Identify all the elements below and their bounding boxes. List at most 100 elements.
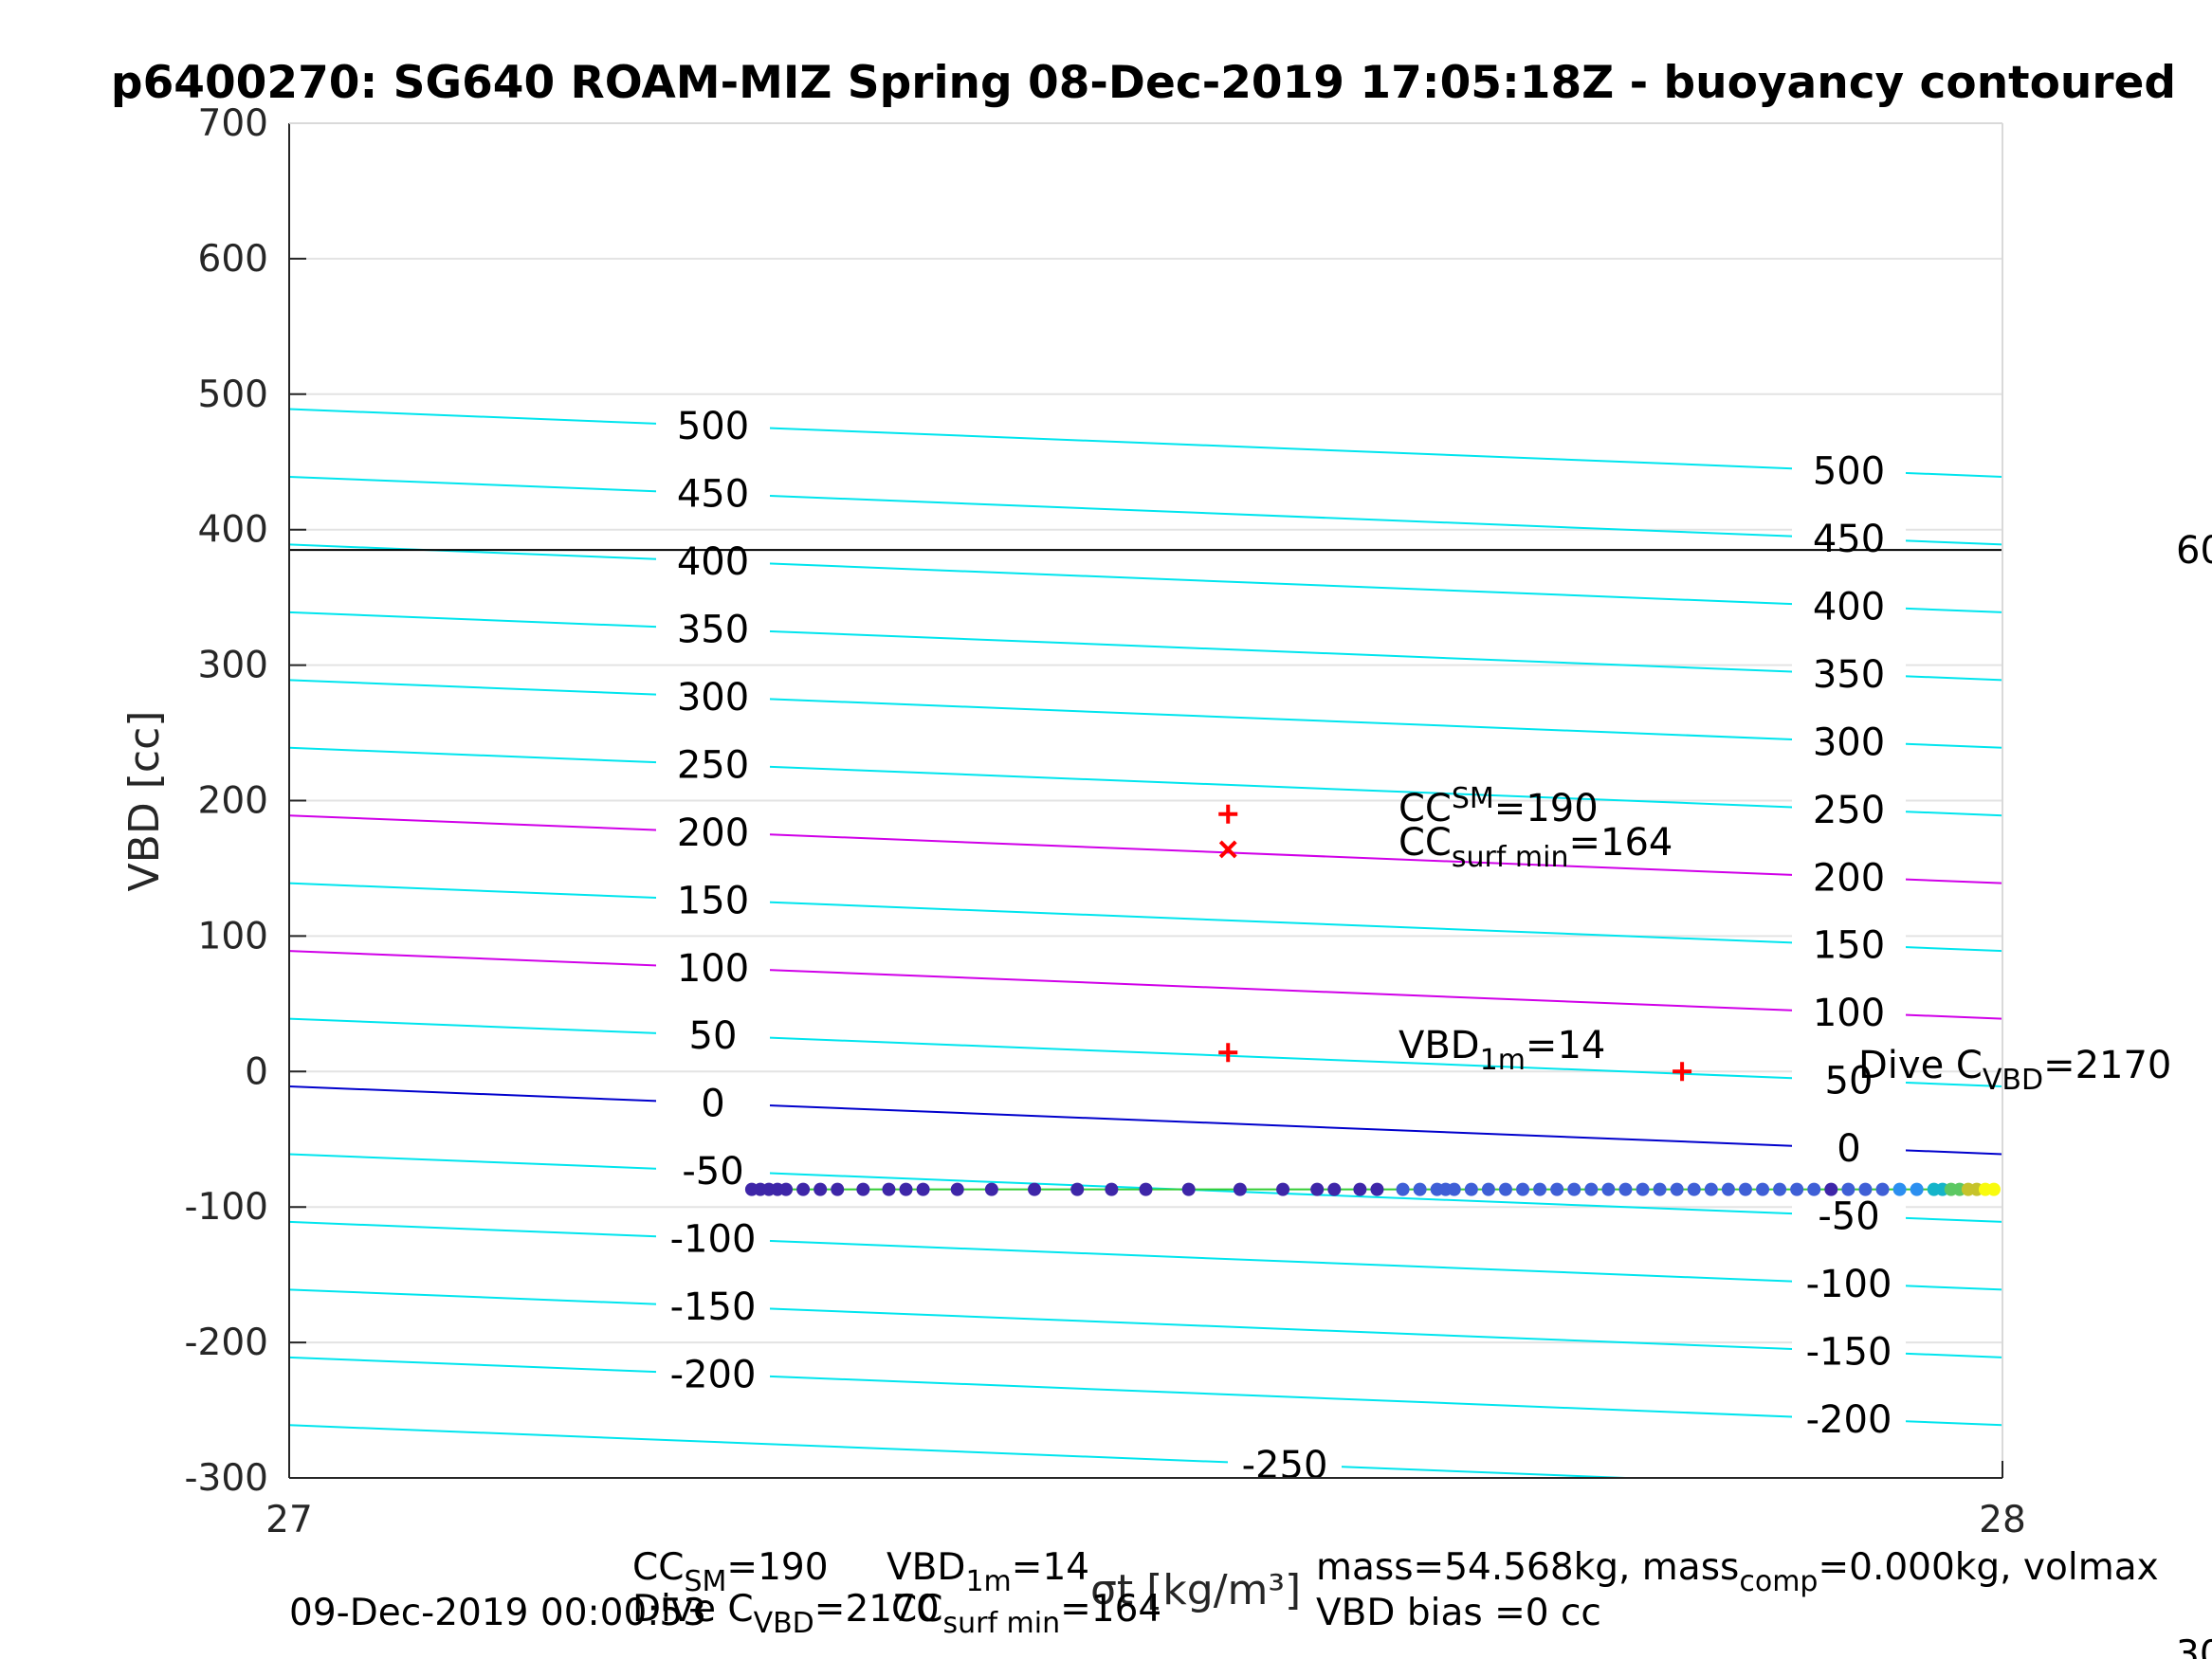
y-tick-label: 300 — [198, 645, 268, 687]
axes — [288, 122, 2003, 1479]
contour-label: -50 — [682, 1150, 743, 1194]
dive-point — [1773, 1182, 1787, 1196]
dive-point — [950, 1182, 964, 1196]
plus-marker — [1673, 1062, 1692, 1082]
contour-label: 200 — [1813, 856, 1885, 900]
dive-point — [1413, 1182, 1427, 1196]
dive-point — [1139, 1182, 1153, 1196]
contour-label-gap — [1792, 1258, 1906, 1304]
contour-label: 100 — [677, 947, 749, 991]
contour-label-gap — [656, 401, 770, 447]
dive-point — [1327, 1182, 1342, 1196]
y-tick-label: -300 — [184, 1457, 268, 1500]
contour-line — [288, 1424, 1626, 1479]
dive-point — [1892, 1182, 1907, 1196]
dive-point — [1353, 1182, 1367, 1196]
dive-point — [856, 1182, 870, 1196]
contour-label: 250 — [1813, 789, 1885, 832]
dive-point — [1721, 1182, 1735, 1196]
contour-label: -100 — [1806, 1263, 1892, 1306]
dive-point — [1687, 1182, 1701, 1196]
contour-line — [288, 950, 2003, 1020]
dive-point — [1276, 1182, 1290, 1196]
dive-point — [1310, 1182, 1325, 1196]
dive-point — [1447, 1182, 1461, 1196]
y-tick-label: 700 — [198, 102, 268, 145]
y-tick-label: 600 — [198, 238, 268, 281]
dive-point — [1653, 1182, 1667, 1196]
dive-point — [1028, 1182, 1042, 1196]
contour-label-gap — [656, 1078, 770, 1124]
contour-label-gap — [656, 671, 770, 718]
y-axis-label: VBD [cc] — [120, 711, 169, 892]
dive-point — [1516, 1182, 1530, 1196]
dive-point — [1498, 1182, 1512, 1196]
contour-label-gap — [656, 942, 770, 989]
y-tick-label: 500 — [198, 374, 268, 416]
plus-marker — [1218, 804, 1238, 824]
contour-label: -150 — [1806, 1330, 1892, 1374]
contour-label-gap — [1792, 784, 1906, 830]
x-tick-labels: 27 28 — [265, 1499, 2026, 1541]
contour-label: 200 — [677, 811, 749, 855]
contour-label-gap — [1792, 852, 1906, 899]
contour-line — [288, 408, 2003, 478]
dive-point — [1181, 1182, 1196, 1196]
dive-point — [814, 1182, 828, 1196]
contour-label-gap — [1792, 581, 1906, 628]
contour-label-gap — [1792, 717, 1906, 763]
dive-point — [1756, 1182, 1770, 1196]
contour-label: 150 — [677, 879, 749, 922]
plus-marker — [1218, 1043, 1238, 1063]
dive-point — [1464, 1182, 1478, 1196]
contour-label-gap — [656, 537, 770, 583]
contour-label: 500 — [677, 405, 749, 448]
contour-label: 300 — [1813, 720, 1885, 764]
dive-point — [1807, 1182, 1821, 1196]
contour-line — [288, 679, 2003, 749]
contour-label: 400 — [677, 540, 749, 584]
chart-title: p6400270: SG640 ROAM-MIZ Spring 08-Dec-2… — [111, 57, 2176, 109]
contour-label-gap — [1792, 1055, 1906, 1102]
dive-point — [882, 1182, 896, 1196]
y-tick-label: 200 — [198, 780, 268, 823]
contour-line — [288, 1085, 2003, 1156]
dive-point — [1584, 1182, 1599, 1196]
buoyancy-contours — [288, 408, 2003, 1479]
dive-point — [1618, 1182, 1633, 1196]
x-axis-label: σt [kg/m³] — [1090, 1566, 1301, 1614]
reference-line-label: 60 — [2176, 529, 2212, 573]
annotation-vbd-1m: VBD1m=14 — [1398, 1024, 1605, 1077]
footer-dive-c-vbd: Dive CVBD=2170 — [632, 1588, 940, 1640]
footer-right-edge: 30 — [2176, 1633, 2212, 1659]
contour-line — [288, 1220, 2003, 1291]
contour-label: 400 — [1813, 585, 1885, 629]
contour-label: 100 — [1813, 992, 1885, 1035]
dive-point — [984, 1182, 998, 1196]
dive-point — [1704, 1182, 1718, 1196]
contour-label: 450 — [1813, 518, 1885, 561]
contour-label: 500 — [1813, 450, 1885, 494]
dive-point — [1070, 1182, 1085, 1196]
dive-point — [1790, 1182, 1804, 1196]
annotation-cc-surf-min: CCsurf min=164 — [1398, 821, 1673, 874]
dive-point — [1841, 1182, 1856, 1196]
contour-label-gap — [656, 1213, 770, 1260]
dive-point — [1910, 1182, 1924, 1196]
contour-label: -200 — [1806, 1398, 1892, 1442]
y-tick-label: -100 — [184, 1186, 268, 1229]
contour-line — [288, 882, 2003, 953]
contour-label: 50 — [1825, 1060, 1874, 1103]
contour-label-gap — [1792, 1191, 1906, 1237]
contour-label-gap — [656, 1282, 770, 1328]
contour-label-gap — [656, 807, 770, 853]
footer-cc-surf-min: CCsurf min=164 — [891, 1588, 1161, 1640]
contour-label: 50 — [689, 1014, 738, 1058]
footer-vbd-bias: VBD bias =0 cc — [1316, 1592, 1601, 1634]
contour-label: -150 — [670, 1285, 757, 1329]
y-tick-labels: -300 -200 -100 0 100 200 300 400 500 600 700 — [184, 102, 268, 1500]
annotation-cc-sm: CCSM=190 — [1398, 782, 1599, 830]
x-tick-label: 28 — [1979, 1499, 2026, 1541]
contour-label: 0 — [701, 1083, 724, 1126]
